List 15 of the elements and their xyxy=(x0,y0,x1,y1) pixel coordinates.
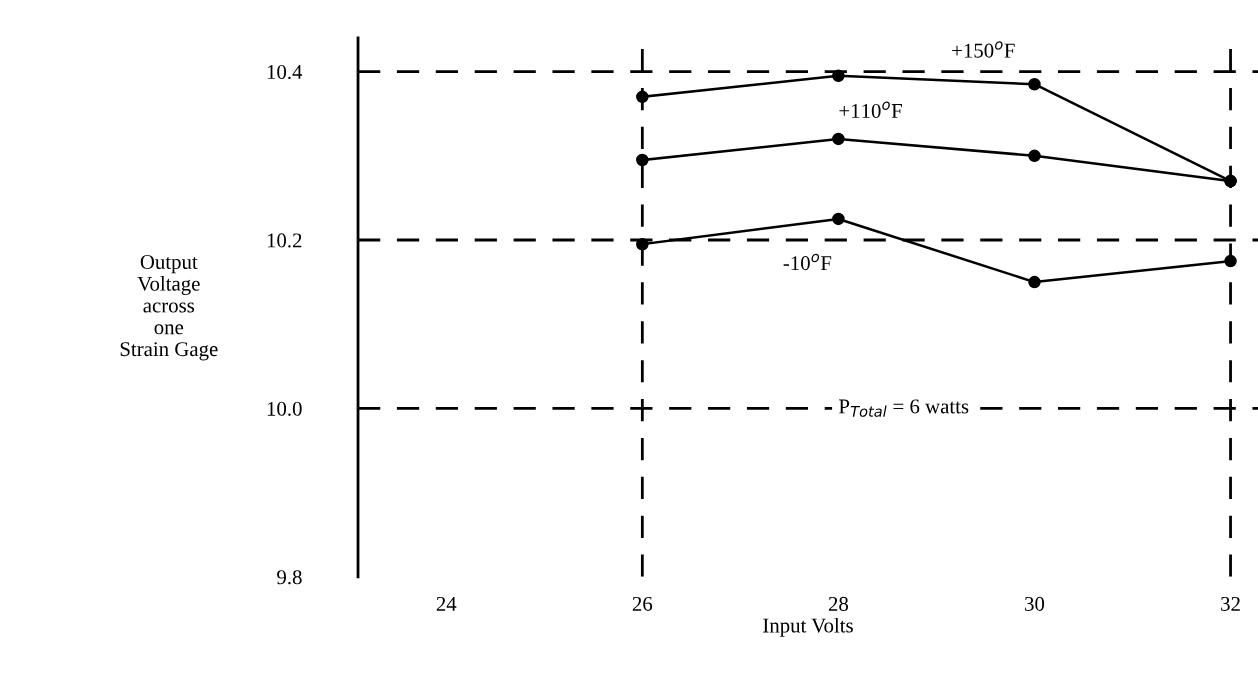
y-tick-label: 9.8 xyxy=(277,570,302,585)
y-tick-label: 10.4 xyxy=(267,64,303,80)
series-label: +150$^{o}$F xyxy=(952,41,1015,58)
x-tick-label: 28 xyxy=(828,596,849,611)
series-label: +110$^{o}$F xyxy=(839,101,902,118)
x-tick-label: 32 xyxy=(1221,596,1240,611)
annotation: P$_{Total}$ = 6 watts xyxy=(839,399,969,417)
x-tick-label: 26 xyxy=(632,596,653,611)
x-axis-title: Input Volts xyxy=(763,617,853,637)
y-tick-label: 10.2 xyxy=(267,233,302,248)
y-axis-title: Output Voltage across one Strain Gage xyxy=(120,254,218,361)
x-tick-label: 24 xyxy=(436,596,457,611)
y-tick-label: 10.0 xyxy=(267,401,302,416)
series-label: -10$^{o}$F xyxy=(783,253,832,271)
x-tick-label: 30 xyxy=(1025,596,1045,611)
